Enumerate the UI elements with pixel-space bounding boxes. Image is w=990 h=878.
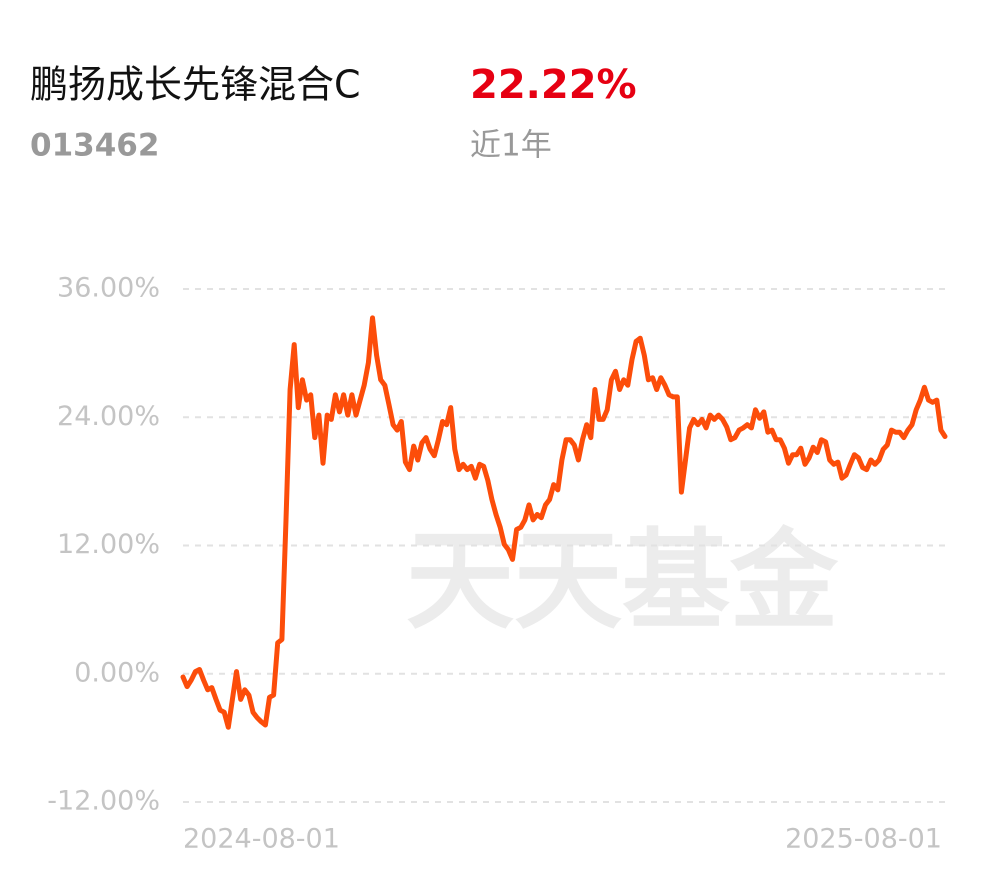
y-tick-label: -12.00% (47, 786, 160, 817)
return: 22.22% (470, 62, 637, 108)
line (180, 315, 948, 730)
x-tick-label: 2024-08-01 (183, 824, 340, 855)
fund-name: 鹏扬成长先锋混合C (30, 63, 361, 107)
y-tick-label: 12.00% (57, 529, 160, 560)
y-tick-label: 0.00% (74, 657, 160, 688)
x-tick-label: 2025-08-01 (785, 824, 942, 855)
watermark: 天天基金 (406, 519, 839, 644)
y-tick-label: 36.00% (57, 273, 160, 304)
period: 近1年 (470, 128, 552, 164)
y-tick-label: 24.00% (57, 401, 160, 432)
fund-code: 013462 (30, 128, 159, 164)
